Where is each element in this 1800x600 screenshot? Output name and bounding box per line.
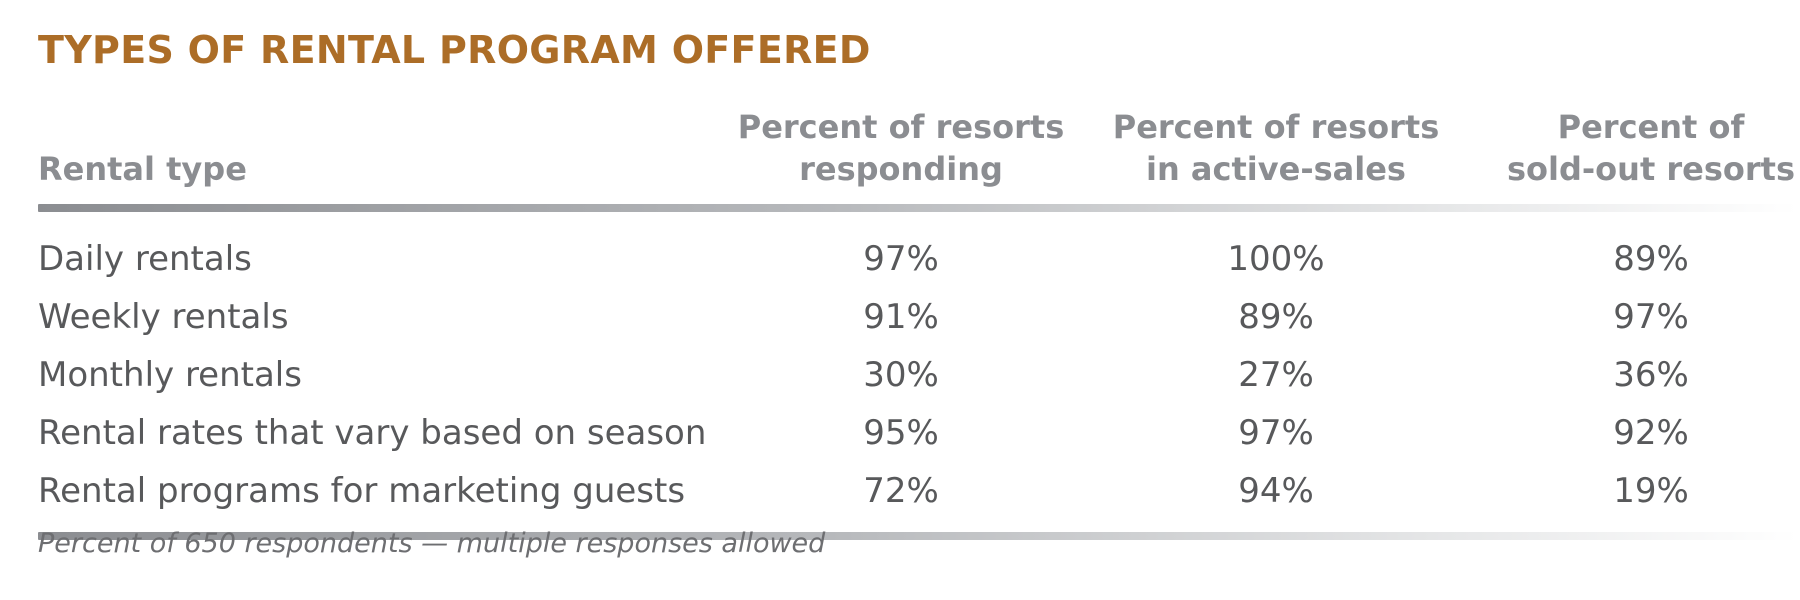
cell-active-sales: 27%	[1238, 355, 1314, 395]
cell-sold-out: 97%	[1613, 297, 1689, 337]
header-percent-responding: Percent of resorts responding	[721, 106, 1081, 190]
row-label: Rental programs for marketing guests	[38, 471, 686, 511]
header-percent-sold-out: Percent of sold-out resorts	[1471, 106, 1800, 190]
footer-divider	[38, 532, 1798, 540]
row-label: Monthly rentals	[38, 355, 302, 395]
table-row: Daily rentals 97% 100% 89%	[38, 230, 1798, 288]
header-rental-type-line-1: Rental type	[38, 150, 247, 188]
cell-active-sales: 100%	[1227, 239, 1325, 279]
row-label: Weekly rentals	[38, 297, 289, 337]
cell-responding: 97%	[863, 239, 939, 279]
cell-responding: 91%	[863, 297, 939, 337]
cell-active-sales: 89%	[1238, 297, 1314, 337]
cell-sold-out: 19%	[1613, 471, 1689, 511]
table-row: Rental programs for marketing guests 72%…	[38, 462, 1798, 520]
cell-sold-out: 92%	[1613, 413, 1689, 453]
header-percent-sold-out-line-2: sold-out resorts	[1506, 150, 1796, 188]
header-rental-type: Rental type	[38, 148, 247, 190]
header-divider	[38, 204, 1798, 212]
cell-active-sales: 94%	[1238, 471, 1314, 511]
table-row: Monthly rentals 30% 27% 36%	[38, 346, 1798, 404]
rental-program-table: Rental type Percent of resorts respondin…	[38, 96, 1798, 540]
cell-sold-out: 36%	[1613, 355, 1689, 395]
table-header: Rental type Percent of resorts respondin…	[38, 96, 1798, 190]
cell-responding: 30%	[863, 355, 939, 395]
header-percent-sold-out-line-1: Percent of	[1557, 108, 1745, 146]
header-percent-responding-line-1: Percent of resorts	[737, 108, 1065, 146]
row-label: Rental rates that vary based on season	[38, 413, 707, 453]
table-row: Rental rates that vary based on season 9…	[38, 404, 1798, 462]
chart-title: TYPES OF RENTAL PROGRAM OFFERED	[38, 28, 871, 72]
cell-sold-out: 89%	[1613, 239, 1689, 279]
footnote: Percent of 650 respondents — multiple re…	[38, 528, 826, 559]
cell-responding: 72%	[863, 471, 939, 511]
table-body: Daily rentals 97% 100% 89% Weekly rental…	[38, 212, 1798, 532]
cell-responding: 95%	[863, 413, 939, 453]
row-label: Daily rentals	[38, 239, 252, 279]
header-percent-active-sales-line-1: Percent of resorts	[1112, 108, 1440, 146]
cell-active-sales: 97%	[1238, 413, 1314, 453]
header-percent-active-sales-line-2: in active-sales	[1146, 150, 1406, 188]
header-percent-responding-line-2: responding	[799, 150, 1003, 188]
header-percent-active-sales: Percent of resorts in active-sales	[1096, 106, 1456, 190]
table-row: Weekly rentals 91% 89% 97%	[38, 288, 1798, 346]
